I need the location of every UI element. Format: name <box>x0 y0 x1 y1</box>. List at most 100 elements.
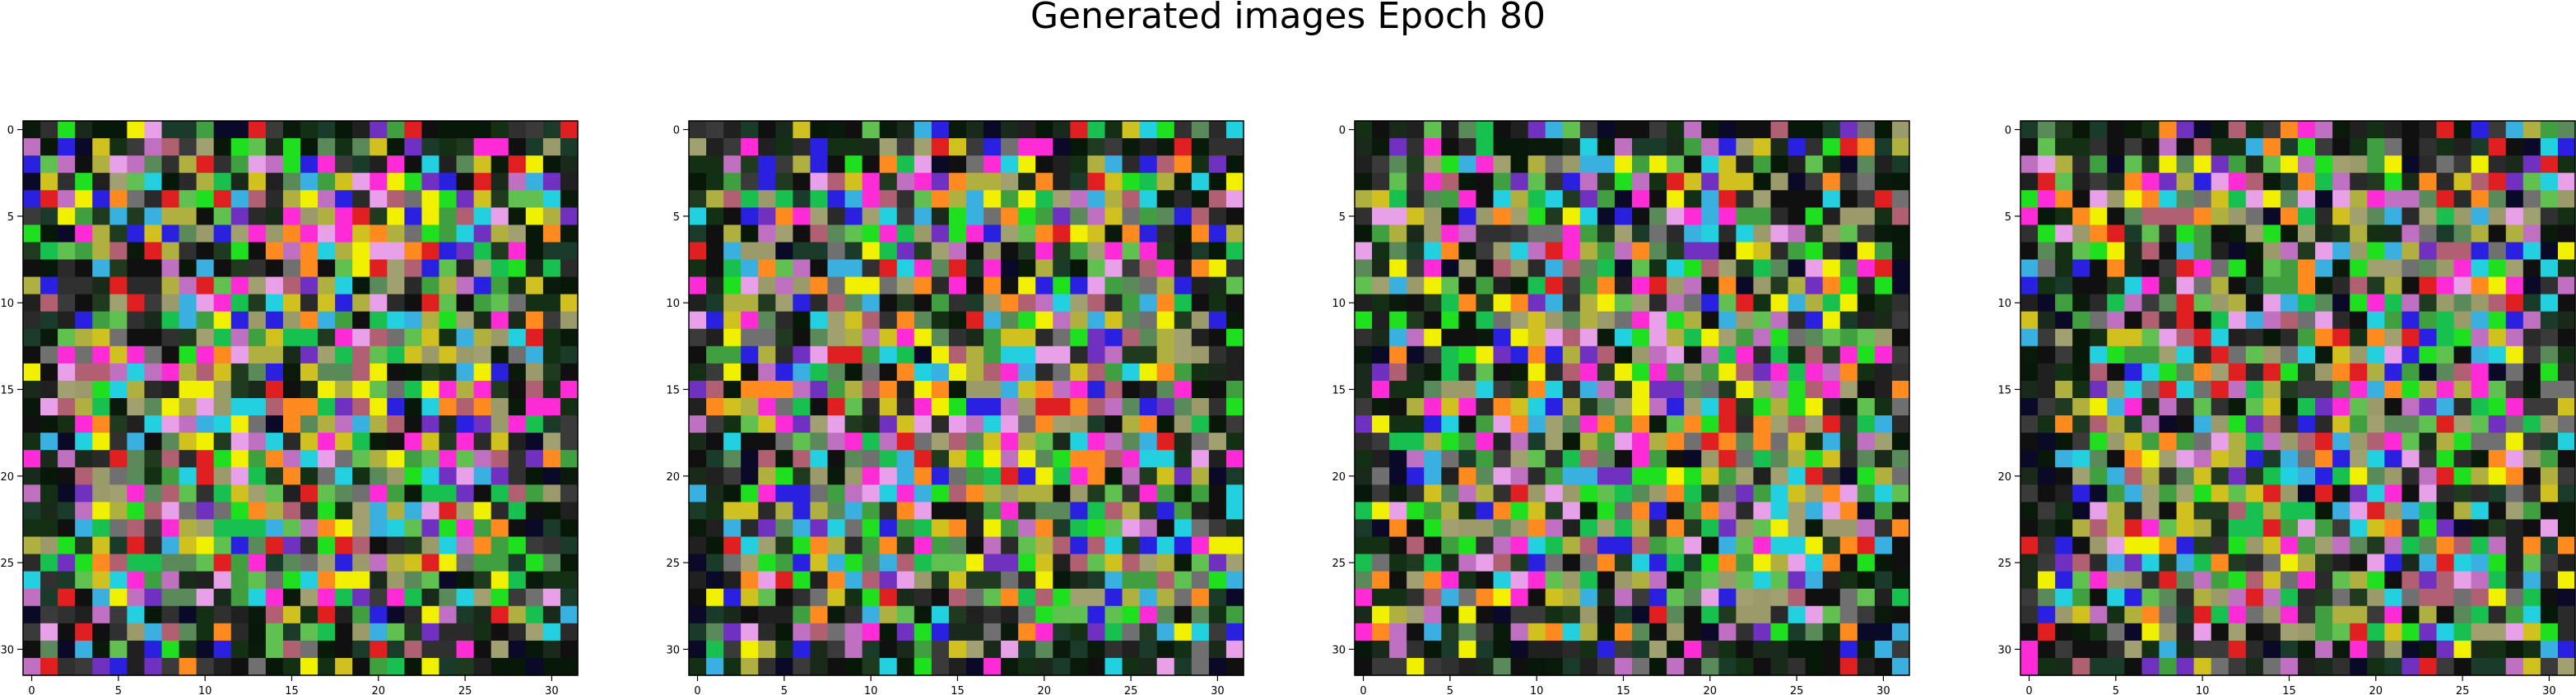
pixel-cell <box>741 173 759 191</box>
pixel-cell <box>230 380 249 399</box>
pixel-cell <box>1476 519 1495 538</box>
pixel-cell <box>2488 294 2507 313</box>
pixel-cell <box>2124 276 2143 295</box>
pixel-cell <box>2176 190 2195 208</box>
pixel-cell <box>1874 398 1893 416</box>
pixel-cell <box>2402 259 2420 278</box>
pixel-cell <box>2262 450 2281 468</box>
pixel-cell <box>2436 519 2455 538</box>
pixel-cell <box>1788 242 1806 261</box>
pixel-cell <box>862 433 881 451</box>
pixel-cell <box>1579 484 1598 503</box>
pixel-cell <box>40 363 58 382</box>
pixel-cell <box>862 536 881 555</box>
pixel-cell <box>318 398 336 416</box>
pixel-cell <box>966 328 984 347</box>
pixel-cell <box>1104 536 1123 555</box>
pixel-cell <box>862 605 881 624</box>
pixel-cell <box>1545 345 1564 364</box>
pixel-cell <box>179 623 198 642</box>
pixel-cell <box>1493 242 1512 261</box>
pixel-cell <box>810 657 829 676</box>
pixel-cell <box>862 398 881 416</box>
pixel-cell <box>1718 467 1737 485</box>
pixel-cell <box>2540 657 2559 676</box>
pixel-cell <box>2245 554 2264 572</box>
pixel-cell <box>1139 311 1158 330</box>
pixel-cell <box>525 398 544 416</box>
pixel-cell <box>1667 225 1685 243</box>
pixel-cell <box>1493 502 1512 521</box>
pixel-cell <box>1701 276 1719 295</box>
pixel-cell <box>1527 363 1546 382</box>
pixel-cell <box>1545 328 1564 347</box>
pixel-cell <box>2262 657 2281 676</box>
pixel-cell <box>879 398 898 416</box>
pixel-cell <box>1857 484 1876 503</box>
pixel-cell <box>1018 276 1036 295</box>
pixel-cell <box>1891 173 1910 191</box>
pixel-cell <box>1857 605 1876 624</box>
pixel-cell <box>58 225 76 243</box>
pixel-cell <box>2228 225 2247 243</box>
pixel-cell <box>723 623 742 642</box>
pixel-cell <box>1562 623 1581 642</box>
pixel-cell <box>2072 345 2090 364</box>
pixel-cell <box>248 484 267 503</box>
pixel-cell <box>879 207 898 225</box>
pixel-cell <box>1822 173 1841 191</box>
pixel-cell <box>1355 173 1373 191</box>
pixel-cell <box>2090 138 2108 156</box>
pixel-cell <box>525 155 544 174</box>
pixel-cell <box>689 450 707 468</box>
pixel-cell <box>1770 311 1789 330</box>
pixel-cell <box>335 345 353 364</box>
pixel-cell <box>265 640 284 659</box>
pixel-cell <box>282 121 301 139</box>
pixel-cell <box>525 190 544 208</box>
pixel-cell <box>2298 623 2316 642</box>
pixel-cell <box>2557 640 2576 659</box>
pixel-cell <box>421 207 440 225</box>
pixel-cell <box>2176 484 2195 503</box>
pixel-cell <box>542 554 561 572</box>
pixel-cell <box>335 294 353 313</box>
pixel-cell <box>1104 345 1123 364</box>
pixel-cell <box>2402 536 2420 555</box>
pixel-cell <box>1087 588 1106 607</box>
pixel-cell <box>1649 519 1667 538</box>
pixel-cell <box>92 259 110 278</box>
pixel-cell <box>508 190 527 208</box>
pixel-cell <box>370 657 388 676</box>
pixel-cell <box>2090 484 2108 503</box>
pixel-cell <box>542 121 561 139</box>
pixel-cell <box>1208 588 1227 607</box>
pixel-cell <box>1614 173 1633 191</box>
pixel-cell <box>144 554 163 572</box>
pixel-cell <box>265 121 284 139</box>
pixel-cell <box>387 276 405 295</box>
pixel-cell <box>560 398 579 416</box>
pixel-cell <box>1527 328 1546 347</box>
pixel-cell <box>1389 536 1407 555</box>
pixel-cell <box>2384 433 2402 451</box>
pixel-cell <box>1156 605 1175 624</box>
pixel-cell <box>2107 588 2125 607</box>
pixel-cell <box>896 398 915 416</box>
pixel-cell <box>1597 121 1616 139</box>
pixel-cell <box>2072 173 2090 191</box>
pixel-cell <box>2436 536 2455 555</box>
pixel-cell <box>1225 519 1244 538</box>
pixel-cell <box>1001 519 1019 538</box>
pixel-cell <box>1407 155 1425 174</box>
pixel-cell <box>1001 363 1019 382</box>
pixel-cell <box>2298 502 2316 521</box>
pixel-cell <box>1458 276 1477 295</box>
pixel-cell <box>2557 398 2576 416</box>
pixel-cell <box>862 467 881 485</box>
pixel-cell <box>1822 433 1841 451</box>
pixel-cell <box>2090 380 2108 399</box>
pixel-cell <box>793 398 811 416</box>
pixel-cell <box>1874 207 1893 225</box>
pixel-cell <box>335 415 353 433</box>
